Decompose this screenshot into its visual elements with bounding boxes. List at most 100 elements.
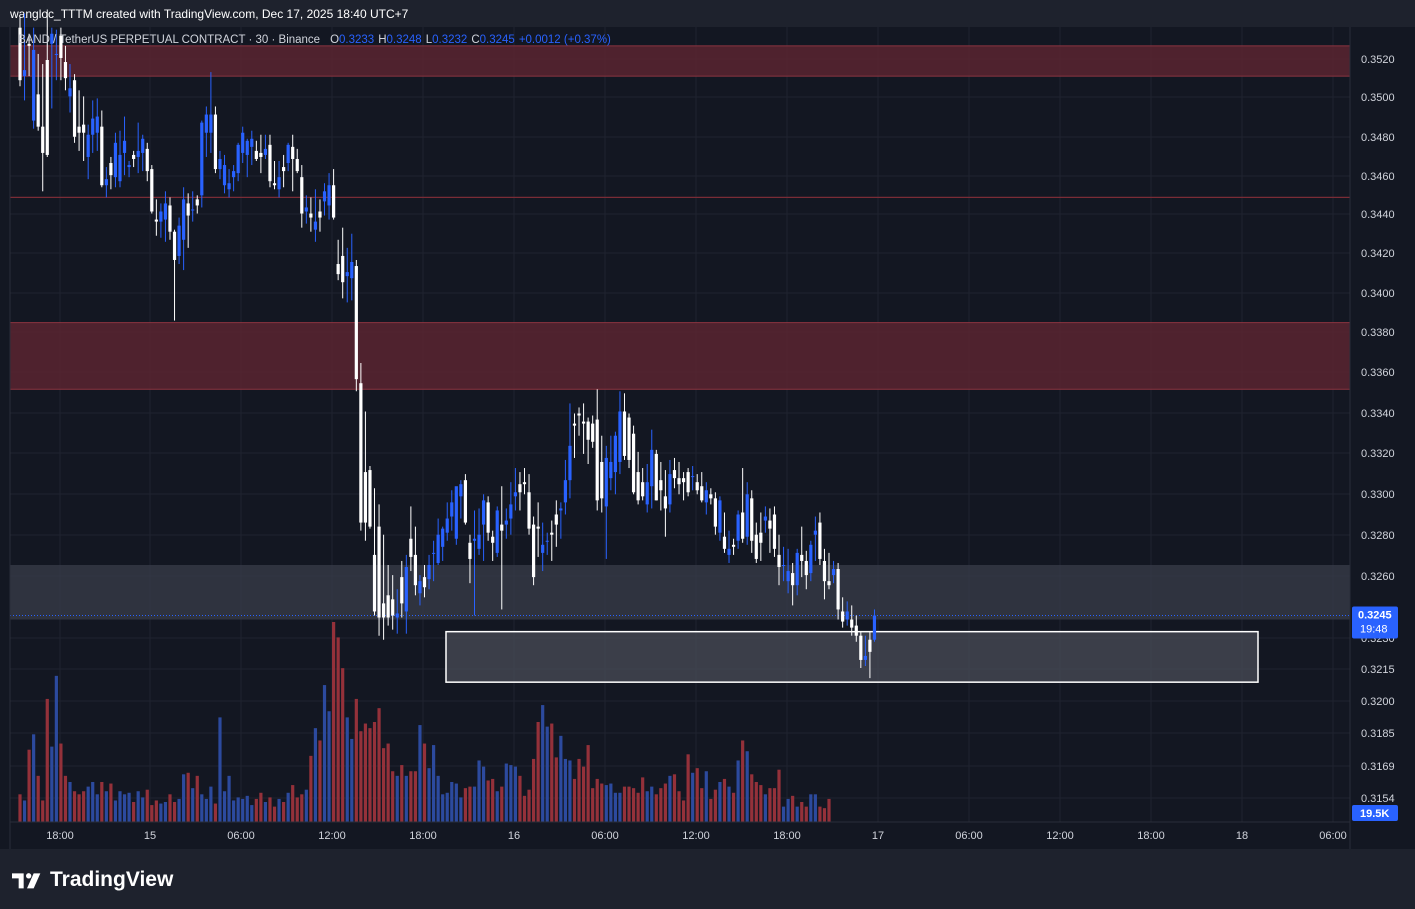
candle[interactable] [763, 506, 767, 533]
candle[interactable] [495, 506, 499, 557]
candle[interactable] [431, 540, 436, 582]
candle[interactable] [631, 425, 636, 495]
candle[interactable] [354, 259, 358, 392]
candle[interactable] [250, 130, 254, 166]
candle[interactable] [27, 33, 31, 77]
candle[interactable] [641, 468, 645, 501]
candle[interactable] [531, 516, 536, 586]
candle[interactable] [327, 173, 331, 220]
candle[interactable] [450, 490, 454, 531]
candle[interactable] [227, 169, 231, 198]
candle[interactable] [572, 413, 577, 458]
candle[interactable] [741, 468, 745, 543]
candle[interactable] [322, 183, 327, 216]
candle[interactable] [550, 520, 554, 561]
candle[interactable] [504, 508, 508, 539]
candle[interactable] [372, 488, 377, 616]
candle[interactable] [100, 110, 104, 188]
candle[interactable] [513, 468, 518, 511]
candle[interactable] [222, 154, 227, 194]
candle[interactable] [472, 510, 477, 616]
candle[interactable] [731, 538, 736, 555]
candle[interactable] [191, 191, 195, 222]
candle[interactable] [436, 518, 440, 565]
candle[interactable] [863, 635, 867, 666]
candle[interactable] [795, 548, 799, 596]
candle[interactable] [791, 562, 795, 606]
candle[interactable] [500, 486, 504, 610]
candle[interactable] [809, 540, 813, 582]
candle[interactable] [663, 470, 667, 537]
candle[interactable] [118, 130, 122, 188]
candle[interactable] [568, 403, 572, 499]
candle[interactable] [468, 534, 472, 584]
candle[interactable] [491, 530, 495, 561]
candle[interactable] [391, 575, 395, 630]
candle[interactable] [68, 64, 72, 113]
candle[interactable] [577, 407, 581, 436]
candle[interactable] [750, 490, 754, 553]
candle[interactable] [172, 229, 177, 321]
candle[interactable] [86, 124, 90, 180]
candle[interactable] [441, 526, 445, 561]
candle[interactable] [541, 522, 545, 572]
candle[interactable] [700, 472, 704, 503]
candle[interactable] [263, 134, 268, 159]
candle[interactable] [459, 480, 463, 519]
candles[interactable] [18, 9, 877, 679]
tradingview-brand[interactable]: TradingView [12, 868, 173, 892]
candle[interactable] [132, 150, 136, 168]
candle[interactable] [872, 609, 877, 642]
candle[interactable] [127, 161, 131, 178]
candle[interactable] [254, 140, 258, 161]
candle[interactable] [595, 389, 599, 511]
candle[interactable] [804, 550, 808, 590]
candle[interactable] [727, 530, 731, 563]
candle[interactable] [818, 512, 822, 565]
candle[interactable] [822, 548, 827, 600]
candle[interactable] [241, 126, 245, 164]
candle[interactable] [63, 45, 68, 91]
symbol-label[interactable]: BAND / TetherUS PERPETUAL CONTRACT · 30 … [18, 34, 321, 46]
candle[interactable] [850, 605, 854, 636]
candle[interactable] [518, 472, 522, 511]
candle[interactable] [232, 165, 236, 192]
candle[interactable] [291, 134, 295, 192]
candle[interactable] [709, 488, 713, 505]
candle[interactable] [236, 142, 240, 182]
candle[interactable] [591, 415, 595, 448]
candle[interactable] [841, 597, 845, 628]
candle[interactable] [772, 506, 777, 557]
candle[interactable] [618, 391, 622, 475]
candlestick-chart[interactable]: 0.3520 0.3500 0.3480 0.3460 0.3440 0.3420 0.34… [0, 0, 1415, 849]
candle[interactable] [427, 554, 431, 590]
candle[interactable] [481, 494, 486, 561]
candle[interactable] [400, 560, 404, 618]
candle[interactable] [786, 548, 790, 594]
candle[interactable] [72, 74, 77, 143]
candle[interactable] [522, 468, 527, 495]
candle[interactable] [845, 601, 849, 626]
candle[interactable] [154, 199, 158, 236]
candle[interactable] [386, 565, 390, 626]
candle[interactable] [136, 122, 140, 174]
candle[interactable] [745, 482, 749, 545]
candle[interactable] [109, 156, 113, 190]
candle[interactable] [345, 247, 349, 303]
candle[interactable] [559, 502, 563, 539]
candle[interactable] [91, 100, 95, 153]
candle[interactable] [418, 575, 422, 606]
candle[interactable] [122, 116, 127, 176]
candle[interactable] [45, 9, 49, 157]
candle[interactable] [377, 504, 381, 636]
candle[interactable] [868, 631, 872, 679]
candle[interactable] [827, 552, 831, 590]
candle[interactable] [622, 393, 627, 460]
candle[interactable] [145, 142, 149, 182]
candle[interactable] [95, 98, 99, 151]
candle[interactable] [341, 227, 345, 299]
candle[interactable] [781, 546, 786, 582]
candle[interactable] [736, 510, 740, 549]
candle[interactable] [854, 615, 858, 642]
candle[interactable] [677, 461, 681, 495]
